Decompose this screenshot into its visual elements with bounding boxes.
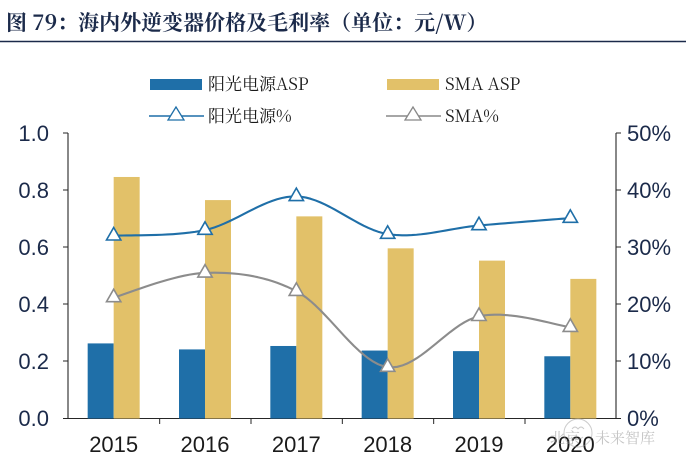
- svg-text:2016: 2016: [181, 432, 230, 457]
- svg-text:1.0: 1.0: [18, 121, 49, 146]
- svg-text:2015: 2015: [89, 432, 138, 457]
- svg-text:30%: 30%: [627, 235, 671, 260]
- svg-text:50%: 50%: [627, 121, 671, 146]
- svg-text:0.8: 0.8: [18, 178, 49, 203]
- svg-text:10%: 10%: [627, 349, 671, 374]
- svg-text:SMA ASP: SMA ASP: [445, 70, 520, 95]
- svg-text:20%: 20%: [627, 292, 671, 317]
- svg-text:0.0: 0.0: [18, 406, 49, 431]
- svg-text:北京: 北京: [550, 427, 580, 448]
- svg-text:2019: 2019: [455, 432, 504, 457]
- svg-text:阳光电源%: 阳光电源%: [208, 102, 292, 127]
- svg-text:未来智库: 未来智库: [595, 427, 655, 448]
- svg-text:2018: 2018: [363, 432, 412, 457]
- svg-text:0.6: 0.6: [18, 235, 49, 260]
- svg-text:40%: 40%: [627, 178, 671, 203]
- svg-text:0.4: 0.4: [18, 292, 49, 317]
- svg-text:0.2: 0.2: [18, 349, 49, 374]
- svg-text:阳光电源ASP: 阳光电源ASP: [208, 70, 309, 95]
- svg-text:图 79：海内外逆变器价格及毛利率（单位：元/W）: 图 79：海内外逆变器价格及毛利率（单位：元/W）: [6, 7, 487, 37]
- svg-text:SMA%: SMA%: [445, 102, 499, 127]
- svg-text:2017: 2017: [272, 432, 321, 457]
